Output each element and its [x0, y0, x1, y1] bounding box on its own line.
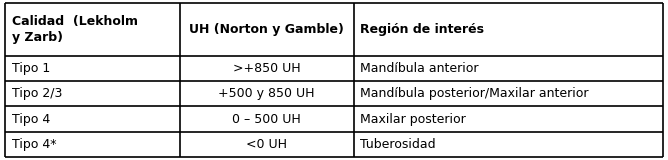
- Text: <0 UH: <0 UH: [246, 138, 287, 151]
- Text: Tipo 4: Tipo 4: [12, 113, 50, 126]
- Bar: [5, 81, 180, 107]
- Bar: [354, 107, 663, 132]
- Text: 0 – 500 UH: 0 – 500 UH: [232, 113, 301, 126]
- Text: Tipo 1: Tipo 1: [12, 62, 50, 75]
- Bar: [354, 56, 663, 81]
- Bar: [354, 81, 663, 107]
- Bar: [180, 56, 354, 81]
- Bar: [5, 132, 180, 157]
- Text: Maxilar posterior: Maxilar posterior: [361, 113, 466, 126]
- Bar: [180, 81, 354, 107]
- Bar: [180, 107, 354, 132]
- Text: Tuberosidad: Tuberosidad: [361, 138, 436, 151]
- Bar: [5, 56, 180, 81]
- Text: Calidad  (Lekholm
y Zarb): Calidad (Lekholm y Zarb): [12, 15, 138, 44]
- Text: UH (Norton y Gamble): UH (Norton y Gamble): [189, 23, 344, 36]
- Text: Mandíbula posterior/Maxilar anterior: Mandíbula posterior/Maxilar anterior: [361, 87, 589, 100]
- Bar: [180, 132, 354, 157]
- Text: >+850 UH: >+850 UH: [233, 62, 301, 75]
- Bar: [5, 3, 180, 56]
- Text: Mandíbula anterior: Mandíbula anterior: [361, 62, 479, 75]
- Text: Región de interés: Región de interés: [361, 23, 484, 36]
- Text: +500 y 850 UH: +500 y 850 UH: [218, 87, 315, 100]
- Bar: [354, 3, 663, 56]
- Text: Tipo 4*: Tipo 4*: [12, 138, 57, 151]
- Bar: [5, 107, 180, 132]
- Bar: [354, 132, 663, 157]
- Text: Tipo 2/3: Tipo 2/3: [12, 87, 62, 100]
- Bar: [180, 3, 354, 56]
